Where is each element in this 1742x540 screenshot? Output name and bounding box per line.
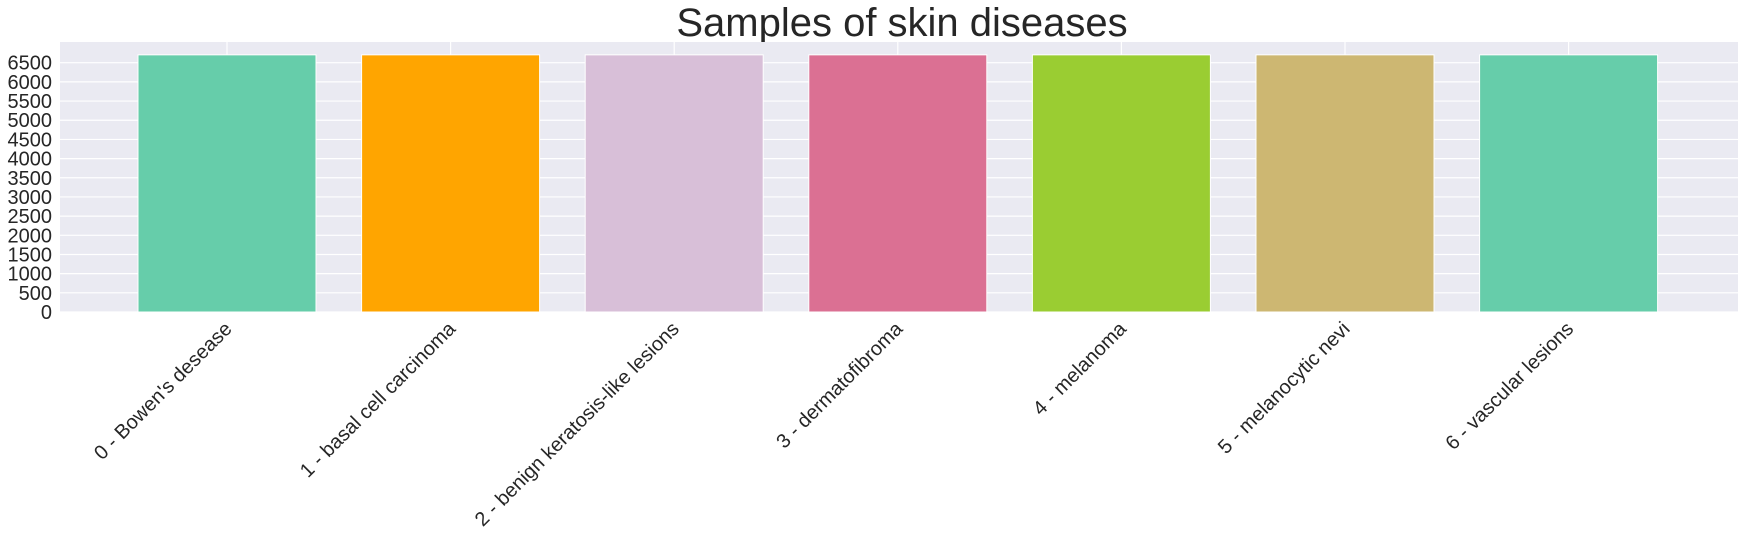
y-tick-label: 6500 [8, 53, 53, 75]
y-tick-label: 1000 [8, 264, 53, 286]
x-tick-label: 2 - benign keratosis-like lesions [471, 318, 684, 531]
x-tick-label: 1 - basal cell carcinoma [296, 317, 461, 482]
bar [361, 54, 541, 313]
bar [1479, 54, 1659, 313]
y-tick-label: 3000 [8, 187, 53, 209]
bar [584, 54, 764, 313]
x-tick-label: 5 - melanocytic nevi [1214, 318, 1355, 459]
y-tick-label: 6000 [8, 72, 53, 94]
x-tick-label: 6 - vascular lesions [1442, 318, 1579, 455]
bar [1031, 54, 1211, 313]
y-tick-label: 4000 [8, 149, 53, 171]
bars [137, 54, 1659, 313]
chart-title: Samples of skin diseases [676, 1, 1127, 45]
y-tick-label: 4500 [8, 129, 53, 151]
y-tick-label: 2500 [8, 206, 53, 228]
y-tick-label: 2000 [8, 225, 53, 247]
x-tick-label: 4 - melanoma [1029, 317, 1132, 420]
y-tick-label: 3500 [8, 168, 53, 190]
y-tick-label: 5000 [8, 110, 53, 132]
y-tick-label: 0 [41, 302, 52, 324]
y-tick-label: 500 [19, 283, 52, 305]
x-axis-ticks: 0 - Bowen's desease 1 - basal cell carcin… [90, 317, 1578, 530]
bar [808, 54, 988, 313]
bar [137, 54, 317, 313]
bar [1255, 54, 1435, 313]
y-axis-ticks: 0500100015002000250030003500400045005000… [8, 53, 53, 324]
x-tick-label: 0 - Bowen's desease [90, 318, 236, 464]
y-tick-label: 1500 [8, 244, 53, 266]
x-tick-label: 3 - dermatofibroma [772, 317, 908, 453]
y-tick-label: 5500 [8, 91, 53, 113]
